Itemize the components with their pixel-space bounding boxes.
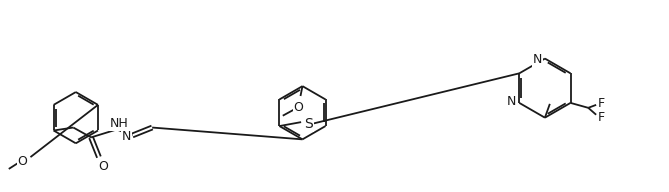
Text: O: O: [294, 101, 304, 114]
Text: S: S: [304, 117, 313, 131]
Text: F: F: [598, 97, 605, 110]
Text: N: N: [533, 53, 542, 66]
Text: N: N: [122, 130, 132, 143]
Text: N: N: [507, 95, 516, 108]
Text: O: O: [98, 161, 108, 173]
Text: NH: NH: [109, 117, 128, 130]
Text: F: F: [598, 111, 605, 124]
Text: O: O: [17, 155, 27, 168]
